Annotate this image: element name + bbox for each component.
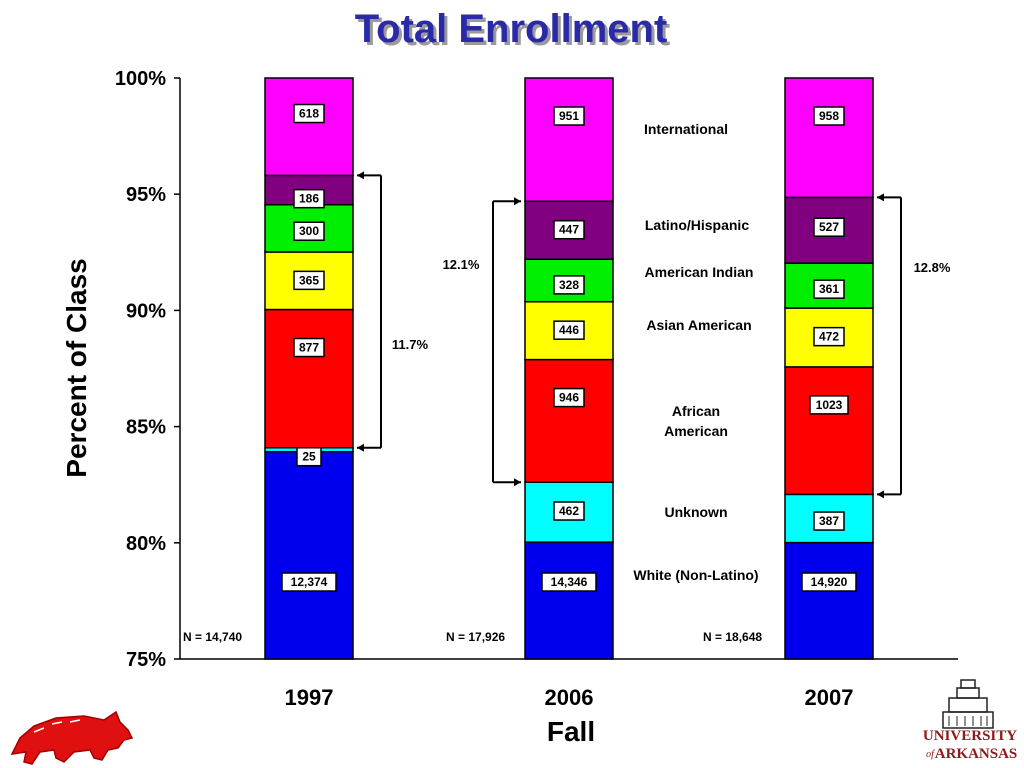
x-tick-label: 1997 [285,685,334,710]
total-label: N = 14,740 [183,630,242,644]
total-label: N = 18,648 [703,630,762,644]
x-axis-label: Fall [547,716,595,747]
total-label: N = 17,926 [446,630,505,644]
value-label-box [293,188,325,209]
bar-segment [784,77,874,199]
value-label: 365 [299,273,319,287]
value-label: 328 [559,278,579,292]
minority-brackets: 11.7% 12.1% 12.8% [357,171,951,499]
bar-segment [264,450,354,660]
value-label-box [553,387,585,408]
value-label: 462 [559,504,579,518]
value-label: 361 [819,282,839,296]
old-main-building-icon [942,679,994,729]
value-label: 14,346 [551,575,588,589]
value-label-box [813,279,845,299]
x-tick-label: 2006 [545,685,594,710]
y-tick-label: 85% [126,417,166,439]
value-label: 472 [819,330,839,344]
bar-segment [524,358,614,483]
bracket-arrowhead [357,443,364,452]
value-label: 12,374 [291,575,328,589]
bar-segment [524,77,614,203]
chart-legend: International Latino/Hispanic American Ind… [633,121,758,583]
value-label: 1023 [816,398,843,412]
value-label: 946 [559,391,579,405]
bracket-arrowhead [514,478,521,487]
bracket-arrowhead [877,193,884,202]
value-label: 527 [819,220,839,234]
value-label-box [553,275,585,295]
value-label-box [293,103,325,124]
legend-entry: Latino/Hispanic [645,217,749,233]
y-tick-label: 95% [126,184,166,206]
bracket-arrowhead [357,171,364,180]
value-label-box [293,337,325,358]
chart-bars: 12,374 25 877 365 300 186 618 N = 14,740 14,346 4… [183,77,874,660]
chart-title: Total Enrollment [355,7,668,51]
value-label: 447 [559,223,579,237]
value-label-box [801,572,857,592]
value-label-box [293,270,325,291]
value-label: 14,920 [811,575,848,589]
y-tick-label: 75% [126,649,166,671]
chart-title-shadow: Total Enrollment [358,10,671,54]
value-label: 877 [299,341,319,355]
bracket-arrowhead [877,490,884,499]
bracket-2006: 12.1% [443,197,521,487]
legend-entry: African [672,403,720,419]
value-label-box [813,217,845,237]
value-label: 387 [819,514,839,528]
value-label: 446 [559,323,579,337]
bar-segment [784,366,874,496]
legend-entry: American Indian [645,264,754,280]
value-label-box [553,106,585,126]
y-tick-label: 100% [115,68,166,90]
university-logo-line2: ARKANSAS [935,746,1018,762]
bracket-1997: 11.7% [357,171,429,452]
legend-entry: International [644,121,728,137]
value-label: 25 [302,450,316,464]
legend-entry: American [664,423,728,439]
value-label-box [293,221,325,241]
value-label-box [281,572,337,592]
legend-entry: Unknown [665,504,728,520]
bracket-arrowhead [514,197,521,206]
value-label: 951 [559,109,579,123]
value-label: 618 [299,107,319,121]
razorback-hog-icon [10,710,134,765]
value-label: 186 [299,192,319,206]
value-label: 958 [819,109,839,123]
y-tick-label: 90% [126,300,166,322]
value-label-box [553,501,585,521]
legend-entry: White (Non-Latino) [633,567,758,583]
bar-segment [784,541,874,660]
bar-segment [264,77,354,177]
university-logo-of: of [926,749,935,760]
bracket-label: 12.8% [914,260,951,275]
bar-segment [524,541,614,660]
value-label-box [553,320,585,340]
bar-segment [264,308,354,449]
value-label: 300 [299,224,319,238]
bracket-label: 11.7% [392,337,429,352]
legend-entry: Asian American [646,317,751,333]
y-tick-label: 80% [126,533,166,555]
x-tick-label: 2007 [805,685,854,710]
y-axis-label: Percent of Class [61,258,92,477]
university-logo-line1: UNIVERSITY [923,728,1017,744]
value-label-box [813,106,845,126]
bracket-label: 12.1% [443,257,480,272]
value-label-box [541,572,597,592]
value-label-box [813,326,845,347]
value-label-box [813,511,845,531]
value-label-box [553,219,585,240]
bracket-2007: 12.8% [877,193,951,499]
value-label-box [809,395,849,415]
